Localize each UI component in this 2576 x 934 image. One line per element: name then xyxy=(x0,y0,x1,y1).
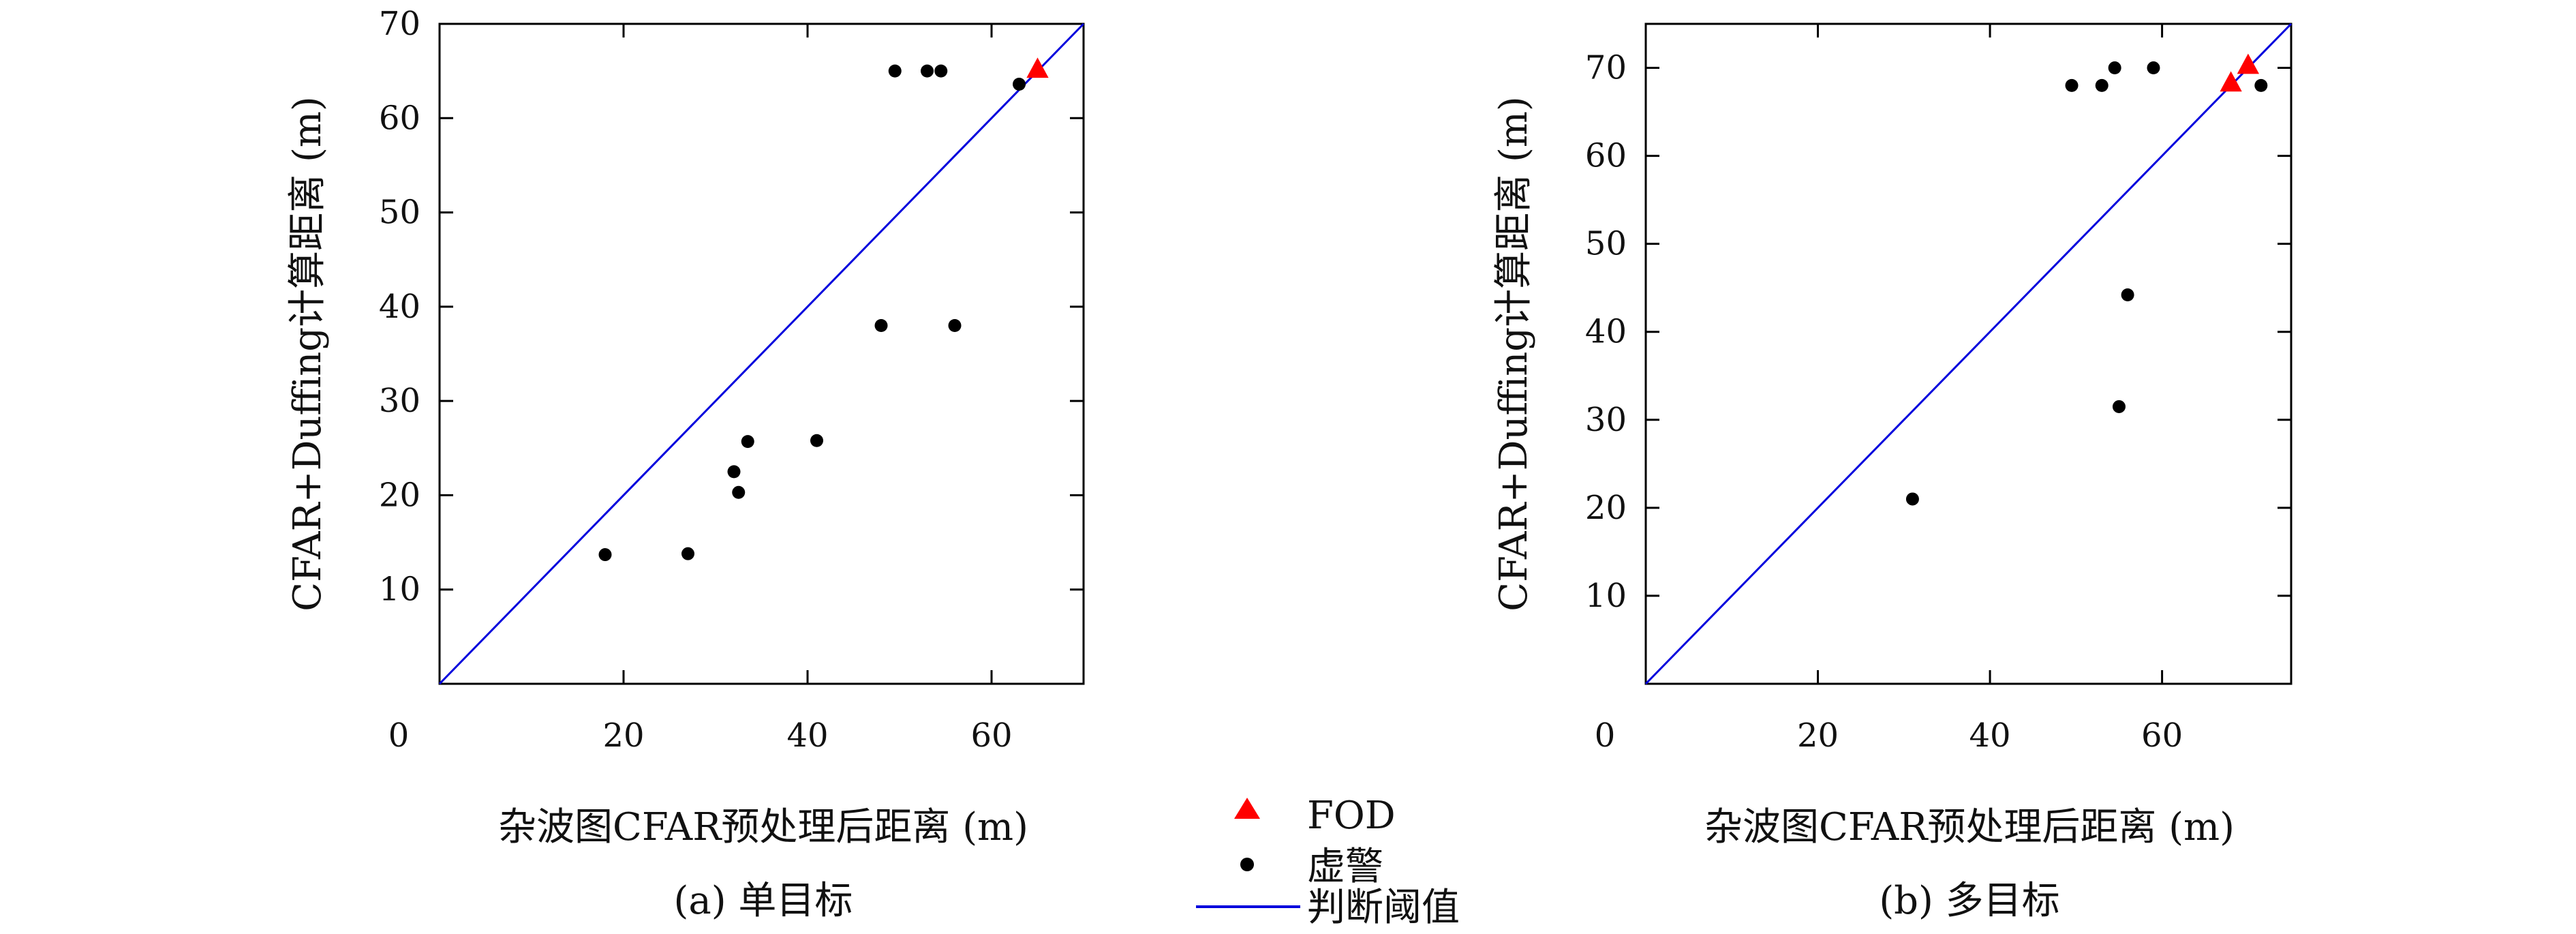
y-axis-label: CFAR+Duffing计算距离 (m) xyxy=(286,96,330,612)
y-tick-label: 40 xyxy=(379,288,420,326)
y-tick-label: 30 xyxy=(1585,401,1627,439)
false-alarm-point xyxy=(948,319,962,333)
y-tick-label: 20 xyxy=(1585,489,1627,527)
false-alarm-point xyxy=(2254,78,2268,92)
x-axis-label: 杂波图CFAR预处理后距离 (m) xyxy=(1704,805,2235,849)
x-tick-label: 40 xyxy=(1969,717,2011,755)
panel-b: 20 40 60 0 10 20 30 40 50 60 70 杂波图CFAR预处理后距离 (m) CF… xyxy=(1492,22,2293,923)
false-alarm-point xyxy=(934,64,948,78)
y-tick-label: 10 xyxy=(379,571,420,609)
plot-frame xyxy=(438,22,1085,685)
legend-false-alarm-label: 虚警 xyxy=(1307,845,1383,889)
legend: FOD 虚警 判断阈值 xyxy=(1196,794,1460,930)
false-alarm-point xyxy=(741,435,754,449)
threshold-line xyxy=(1644,22,2293,685)
false-alarm-point xyxy=(874,319,888,333)
plot-frame xyxy=(1644,22,2293,685)
x-tick-label: 20 xyxy=(1797,717,1839,755)
panel-caption: (b) 多目标 xyxy=(1879,879,2059,923)
x-tick-label: 40 xyxy=(786,717,828,755)
y-tick-label: 60 xyxy=(379,99,420,137)
fod-point xyxy=(2220,71,2242,92)
fod-point xyxy=(1026,57,1049,78)
false-alarm-point xyxy=(2121,288,2134,302)
false-alarm-point xyxy=(598,548,612,562)
panel-caption: (a) 单目标 xyxy=(674,879,853,923)
y-axis-label: CFAR+Duffing计算距离 (m) xyxy=(1492,96,1536,612)
false-alarm-point xyxy=(2147,61,2160,75)
y-tick-label: 60 xyxy=(1585,137,1627,175)
x-tick-label: 60 xyxy=(970,717,1012,755)
legend-fod-marker xyxy=(1234,798,1260,819)
false-alarm-point xyxy=(1905,492,1919,506)
threshold-line xyxy=(438,22,1085,685)
x-tick-label: 60 xyxy=(2141,717,2183,755)
false-alarm-point xyxy=(810,434,823,447)
false-alarm-point xyxy=(732,485,746,499)
y-tick-label: 70 xyxy=(379,5,420,43)
origin-tick-label: 0 xyxy=(1595,717,1616,755)
y-tick-label: 40 xyxy=(1585,313,1627,351)
fod-point xyxy=(2237,53,2260,74)
x-tick-label: 20 xyxy=(602,717,644,755)
y-tick-label: 10 xyxy=(1585,577,1627,615)
x-axis-label: 杂波图CFAR预处理后距离 (m) xyxy=(498,805,1028,849)
false-alarm-point xyxy=(681,547,694,560)
y-tick-label: 50 xyxy=(379,194,420,232)
false-alarm-point xyxy=(2108,61,2121,75)
false-alarm-point xyxy=(2065,78,2079,92)
false-alarm-point xyxy=(2095,78,2109,92)
origin-tick-label: 0 xyxy=(388,717,410,755)
false-alarm-point xyxy=(888,64,902,78)
false-alarm-point xyxy=(1013,78,1026,91)
legend-false-alarm-marker xyxy=(1240,858,1254,871)
legend-threshold-label: 判断阈值 xyxy=(1307,886,1460,930)
false-alarm-point xyxy=(921,64,934,78)
false-alarm-point xyxy=(2112,400,2126,413)
legend-fod-label: FOD xyxy=(1307,794,1396,838)
y-tick-label: 70 xyxy=(1585,49,1627,87)
y-tick-label: 30 xyxy=(379,382,420,420)
y-tick-label: 20 xyxy=(379,476,420,514)
panel-a: 20 40 60 0 10 20 30 40 50 60 70 杂波图CFAR预处理后距离 (m) CF… xyxy=(286,5,1085,923)
false-alarm-point xyxy=(727,465,741,479)
y-tick-label: 50 xyxy=(1585,225,1627,263)
